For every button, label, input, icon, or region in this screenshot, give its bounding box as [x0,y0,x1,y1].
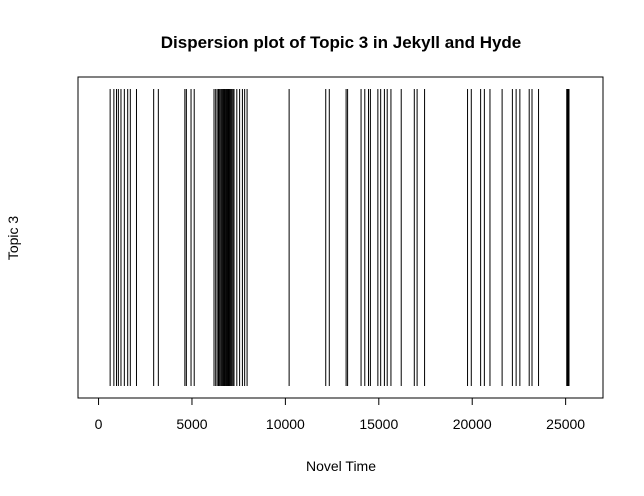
plot-frame [77,76,604,399]
x-tick-label-0: 0 [95,416,103,432]
dispersion-marks [109,89,570,386]
x-tick-label-5: 25000 [546,416,585,432]
chart-title: Dispersion plot of Topic 3 in Jekyll and… [161,33,522,52]
x-tick-label-4: 20000 [453,416,492,432]
x-tick-label-1: 5000 [176,416,207,432]
x-tick-label-3: 15000 [359,416,398,432]
y-axis-label: Topic 3 [5,216,21,261]
x-axis: 0 5000 10000 15000 20000 25000 [95,397,585,432]
x-tick-label-2: 10000 [266,416,305,432]
x-axis-label: Novel Time [306,458,376,474]
